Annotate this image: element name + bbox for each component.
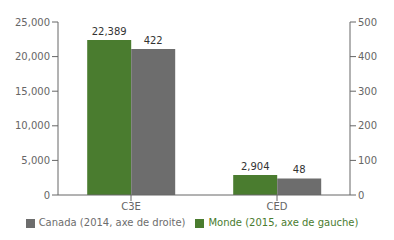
- svg-text:0: 0: [44, 190, 50, 201]
- svg-text:500: 500: [358, 17, 377, 28]
- html-text:Canada (2014, axe de droite): Canada (2014, axe de droite): [38, 217, 186, 228]
- svg-text:48: 48: [293, 164, 306, 175]
- svg-text:C3E: C3E: [121, 201, 141, 212]
- svg-text:200: 200: [358, 120, 377, 131]
- svg-text:100: 100: [358, 155, 377, 166]
- svg-text:20,000: 20,000: [15, 51, 50, 62]
- svg-text:CED: CED: [266, 201, 287, 212]
- html-text:Monde (2015, axe de gauche): Monde (2015, axe de gauche): [208, 217, 359, 228]
- svg-text:300: 300: [358, 86, 377, 97]
- svg-text:15,000: 15,000: [15, 86, 50, 97]
- svg-text:22,389: 22,389: [92, 26, 127, 37]
- svg-text:400: 400: [358, 51, 377, 62]
- svg-text:5,000: 5,000: [21, 155, 50, 166]
- svg-text:422: 422: [144, 35, 163, 46]
- svg-text:2,904: 2,904: [241, 161, 270, 172]
- svg-text:10,000: 10,000: [15, 120, 50, 131]
- svg-text:25,000: 25,000: [15, 17, 50, 28]
- svg-text:0: 0: [358, 190, 364, 201]
